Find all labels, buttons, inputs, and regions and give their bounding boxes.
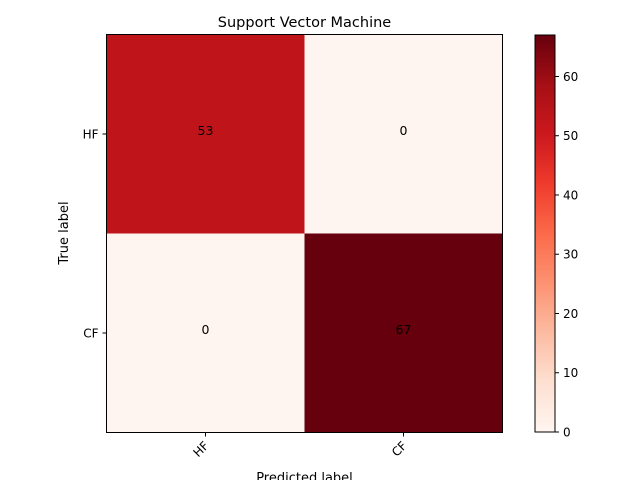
y-tick-label: CF (83, 327, 98, 341)
x-tick-label: CF (389, 439, 410, 460)
heatmap-cell (304, 233, 503, 433)
colorbar-tick-label: 10 (563, 366, 578, 380)
colorbar (534, 34, 556, 433)
cell-value-label: 53 (198, 123, 214, 138)
y-axis-label: True label (57, 201, 72, 265)
heatmap-cell (106, 34, 305, 234)
heatmap-cell (106, 233, 305, 433)
cell-annotations: 53 0 0 67 (198, 123, 412, 337)
chart-title: Support Vector Machine (218, 15, 392, 31)
colorbar-tick-label: 20 (563, 307, 578, 321)
colorbar-tick-label: 50 (563, 129, 578, 143)
colorbar-tick-label: 0 (563, 426, 571, 440)
heatmap-cells (106, 34, 503, 433)
plot-frame (106, 34, 503, 433)
x-axis-ticks: HF CF (190, 432, 410, 460)
colorbar-ticks: 0 10 20 30 40 50 60 (555, 70, 578, 440)
colorbar-tick-label: 60 (563, 70, 578, 84)
cell-value-label: 0 (400, 123, 408, 138)
y-axis-ticks: HF CF (83, 128, 107, 341)
heatmap-cell (304, 34, 503, 234)
y-tick-label: HF (83, 128, 99, 142)
cell-value-label: 67 (396, 322, 412, 337)
colorbar-tick-label: 30 (563, 248, 578, 262)
colorbar-tick-label: 40 (563, 188, 578, 202)
x-axis-label: Predicted label (256, 471, 353, 480)
x-tick-label: HF (190, 439, 211, 460)
cell-value-label: 0 (202, 322, 210, 337)
